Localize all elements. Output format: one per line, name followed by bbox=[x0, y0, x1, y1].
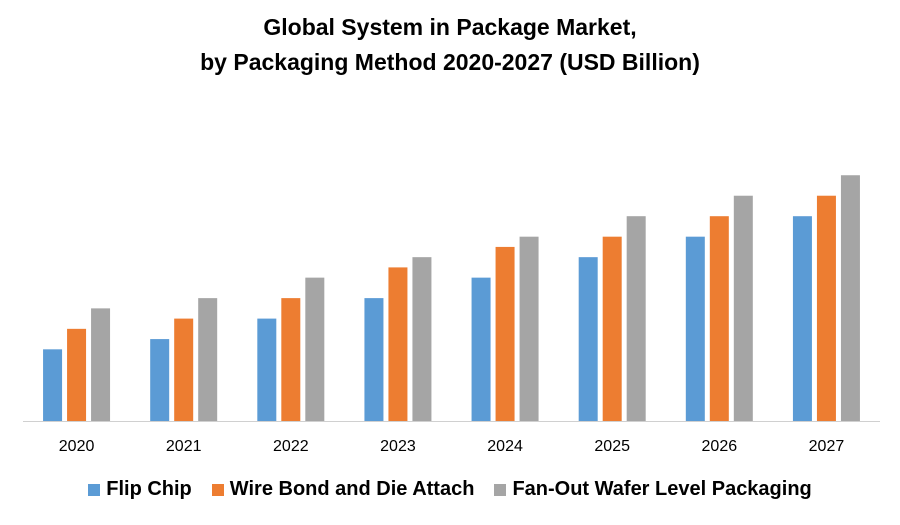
bar-2027-series-2 bbox=[840, 175, 860, 421]
bar-2023-series-1 bbox=[388, 267, 408, 421]
bar-2020-series-1 bbox=[67, 328, 87, 421]
bar-2027-series-1 bbox=[816, 195, 836, 421]
bar-2025-series-2 bbox=[626, 216, 646, 421]
legend-item-wire-bond: Wire Bond and Die Attach bbox=[211, 478, 475, 501]
legend-label: Flip Chip bbox=[106, 478, 192, 500]
chart-title: Global System in Package Market, by Pack… bbox=[0, 10, 900, 80]
x-tick-label: 2024 bbox=[487, 438, 523, 455]
legend-label: Fan-Out Wafer Level Packaging bbox=[512, 478, 812, 500]
legend-label: Wire Bond and Die Attach bbox=[229, 478, 475, 500]
legend-swatch bbox=[88, 483, 101, 496]
x-tick-label: 2026 bbox=[702, 438, 738, 455]
bar-chart: 2020 2021 2022 2023 2024 2025 2026 2027 bbox=[23, 175, 880, 455]
legend-swatch bbox=[211, 483, 224, 496]
legend-item-flip-chip: Flip Chip bbox=[88, 478, 192, 501]
bar-2024-series-1 bbox=[495, 246, 515, 421]
x-tick-label: 2025 bbox=[594, 438, 630, 455]
bar-2023-series-0 bbox=[364, 298, 384, 421]
bar-2025-series-0 bbox=[578, 257, 598, 421]
bar-2022-series-0 bbox=[257, 318, 277, 421]
chart-title-line1: Global System in Package Market, bbox=[263, 14, 637, 40]
bar-2023-series-2 bbox=[412, 257, 432, 421]
x-tick-label: 2027 bbox=[809, 438, 845, 455]
legend-swatch bbox=[494, 483, 507, 496]
bar-2024-series-2 bbox=[519, 236, 539, 421]
bar-2022-series-2 bbox=[305, 277, 325, 421]
x-tick-label: 2022 bbox=[273, 438, 309, 455]
bar-2021-series-2 bbox=[198, 298, 218, 421]
x-tick-label: 2021 bbox=[166, 438, 202, 455]
bar-2021-series-0 bbox=[150, 339, 170, 421]
x-tick-label: 2023 bbox=[380, 438, 416, 455]
bar-2024-series-0 bbox=[471, 277, 491, 421]
bar-2020-series-2 bbox=[91, 308, 111, 421]
bar-2027-series-0 bbox=[792, 216, 812, 421]
legend: Flip Chip Wire Bond and Die Attach Fan-O… bbox=[0, 478, 900, 501]
bar-2026-series-2 bbox=[733, 195, 753, 421]
bar-2020-series-0 bbox=[43, 349, 63, 421]
chart-title-line2: by Packaging Method 2020-2027 (USD Billi… bbox=[200, 49, 700, 75]
bar-2026-series-1 bbox=[709, 216, 729, 421]
legend-item-fan-out: Fan-Out Wafer Level Packaging bbox=[494, 478, 812, 501]
bar-2021-series-1 bbox=[174, 318, 194, 421]
bar-2022-series-1 bbox=[281, 298, 301, 421]
bar-2025-series-1 bbox=[602, 236, 622, 421]
x-tick-label: 2020 bbox=[59, 438, 95, 455]
bar-2026-series-0 bbox=[685, 236, 705, 421]
